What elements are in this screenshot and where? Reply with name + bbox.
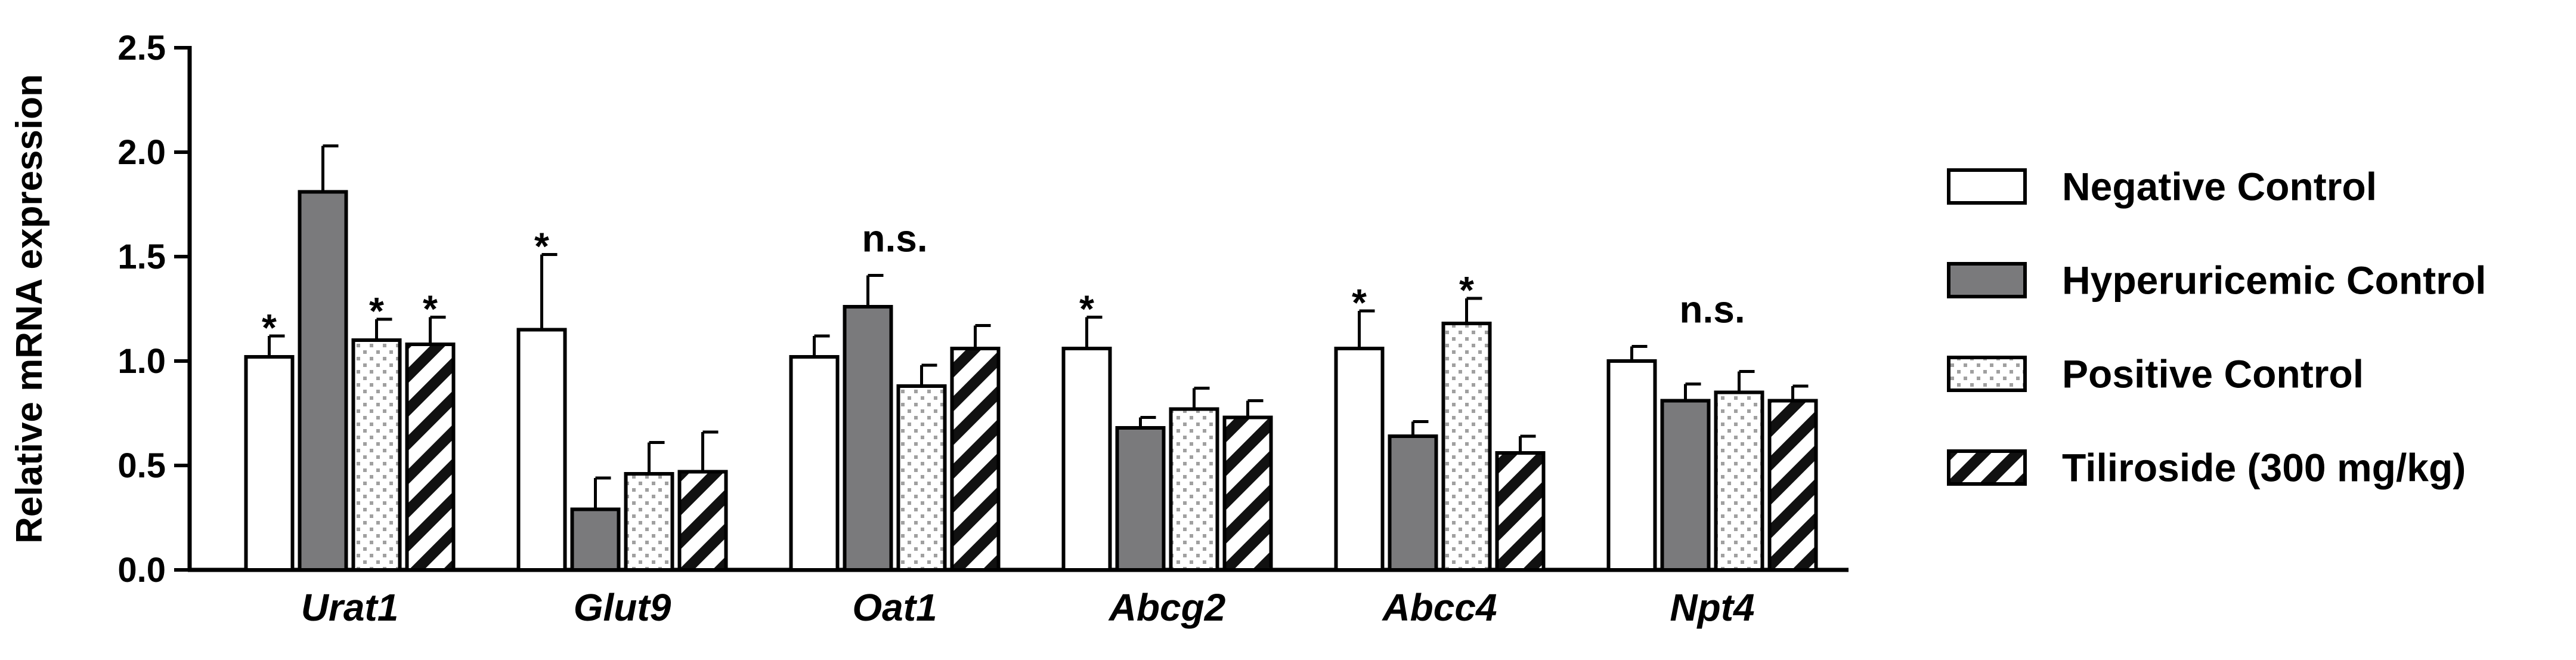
bar [624,472,674,572]
x-tick-label: Glut9 [574,586,671,629]
bar [896,384,947,572]
x-tick-label: Abcg2 [1108,586,1226,629]
y-tick-label: 1.0 [117,342,166,381]
significance-label: * [369,289,384,332]
bar [1388,434,1438,572]
bar [516,328,567,572]
legend-label: Negative Control [2062,165,2377,209]
bar [570,507,621,572]
x-tick-label: Urat1 [301,586,399,629]
y-tick-label: 2.5 [117,29,166,67]
bar [1115,426,1166,572]
bar [1441,322,1492,572]
bars: * * * * n.s. * * * n.s. [244,144,1818,572]
bar [351,338,402,572]
legend-swatch [1947,356,2027,392]
y-axis-label: Relative mRNA expression [9,74,50,544]
bar [244,355,295,572]
bar [1222,415,1273,572]
axes: 0.0 0.5 1.0 1.5 2.0 2.5 Relative mRNA expressi… [9,29,1849,629]
significance-label: n.s. [862,217,927,260]
legend: Negative Control Hyperuricemic Control Pos… [1947,165,2487,490]
significance-label: n.s. [1679,288,1745,331]
bar [298,190,348,572]
legend-swatch [1947,262,2027,298]
bar [1660,399,1711,572]
bar [405,343,456,572]
y-tick-label: 2.0 [117,133,166,172]
legend-label: Hyperuricemic Control [2062,258,2487,303]
x-tick-label: Npt4 [1670,586,1754,629]
bar [1169,407,1219,572]
significance-label: * [423,288,438,331]
bar [1767,399,1818,572]
bar [1495,451,1546,572]
bar [789,355,840,572]
significance-label: * [1459,269,1474,312]
bar [1714,390,1764,572]
bar [1606,359,1657,572]
bar [843,305,893,572]
y-tick-label: 1.5 [117,238,166,276]
legend-swatch [1947,168,2027,205]
significance-label: * [534,225,549,268]
y-tick-label: 0.5 [117,446,166,485]
legend-label: Positive Control [2062,352,2364,396]
significance-label: * [1352,281,1367,324]
bar [677,470,728,572]
bar [1334,347,1385,572]
x-tick-label: Oat1 [852,586,937,629]
bar [950,347,1001,572]
significance-label: * [1079,288,1094,331]
y-tick-label: 0.0 [117,551,166,590]
significance-label: * [262,306,277,349]
legend-label: Tiliroside (300 mg/kg) [2062,446,2466,490]
bar [1061,347,1112,572]
legend-swatch [1947,449,2027,486]
x-tick-label: Abcc4 [1381,586,1497,629]
